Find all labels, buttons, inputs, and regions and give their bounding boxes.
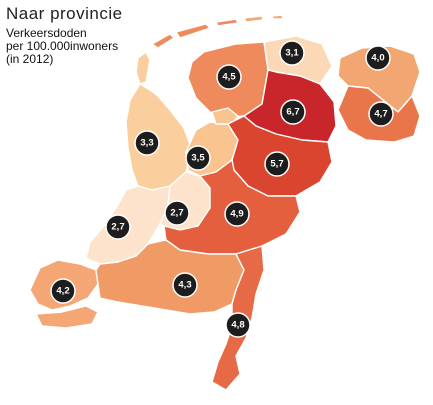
badge-circle: [365, 45, 391, 71]
badge-circle: [216, 64, 242, 90]
badge-circle: [264, 151, 290, 177]
value-badge-noord-holland: 3,3: [134, 130, 160, 156]
subtitle-line-2: per 100.000inwoners: [6, 39, 119, 53]
badge-value: 4,5: [222, 72, 236, 83]
value-badge-gelderland: 4,9: [224, 201, 250, 227]
value-badge-zeeland: 4,2: [50, 278, 76, 304]
badge-value: 6,7: [286, 107, 299, 118]
island-texel: [135, 51, 151, 85]
badge-circle: [225, 312, 251, 338]
island-vlieland: [151, 33, 175, 49]
badge-value: 3,5: [191, 153, 205, 164]
badge-layer: 4,0 4,5 3,1 6,7 5,7 3,3 3,5 2,7 2,7 4,9 4,2 4,3 4,8 4…: [50, 40, 394, 338]
badge-circle: [279, 40, 305, 66]
badge-value: 4,2: [56, 286, 69, 297]
badge-value: 4,9: [230, 209, 243, 220]
zeeland-south: [35, 305, 99, 329]
badge-circle: [280, 99, 306, 125]
map-title: Naar provincie: [6, 4, 123, 23]
value-badge-limburg: 4,8: [225, 312, 251, 338]
island-ameland: [215, 18, 239, 27]
badge-value: 3,1: [285, 48, 299, 59]
badge-value: 4,8: [231, 320, 244, 331]
badge-value: 5,7: [270, 159, 283, 170]
badge-value: 3,3: [140, 138, 153, 149]
badge-circle: [224, 201, 250, 227]
value-badge-zuid-holland: 2,7: [105, 214, 131, 240]
value-badge-overijssel: 5,7: [264, 151, 290, 177]
map-subtitle: Verkeersdoden per 100.000inwoners (in 20…: [6, 27, 176, 66]
subtitle-line-3: (in 2012): [6, 52, 54, 66]
value-badge-flevoland: 3,5: [185, 145, 211, 171]
badge-circle: [164, 200, 190, 226]
badge-circle: [185, 145, 211, 171]
badge-circle: [172, 272, 198, 298]
badge-value: 2,7: [111, 222, 124, 233]
subtitle-line-1: Verkeersdoden: [6, 26, 87, 40]
value-badge-groningen: 4,0: [365, 45, 391, 71]
island-terschelling: [175, 23, 211, 39]
badge-circle: [134, 130, 160, 156]
badge-circle: [105, 214, 131, 240]
badge-value: 4,0: [371, 53, 384, 64]
value-badge-drenthe: 6,7: [280, 99, 306, 125]
value-badge-friesland: 4,5: [216, 64, 242, 90]
value-badge-utrecht: 2,7: [164, 200, 190, 226]
badge-value: 2,7: [170, 208, 183, 219]
value-badge-noordoostpolder: 3,1: [279, 40, 305, 66]
badge-circle: [368, 101, 394, 127]
island-schiermonnikoog: [243, 15, 264, 23]
badge-circle: [50, 278, 76, 304]
badge-value: 4,3: [178, 280, 191, 291]
badge-value: 4,7: [374, 109, 387, 120]
value-badge-oost-groningen: 4,7: [368, 101, 394, 127]
island-rottumeroog: [271, 14, 284, 20]
value-badge-noord-brabant: 4,3: [172, 272, 198, 298]
